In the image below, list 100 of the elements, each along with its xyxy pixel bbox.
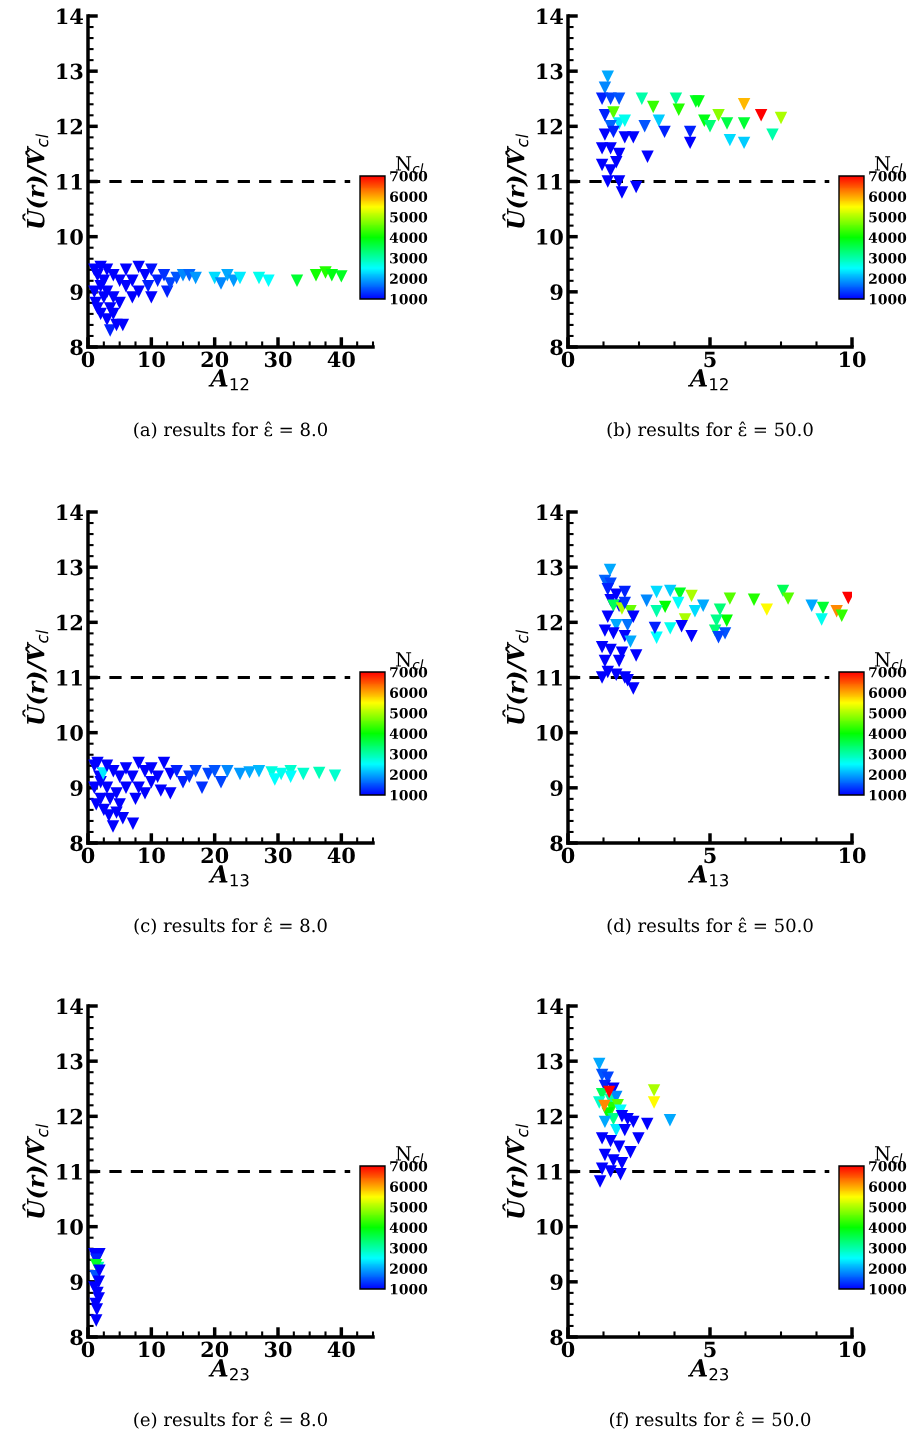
x-tick-label: 0 (561, 351, 575, 368)
point (595, 142, 609, 155)
y-tick-label: 10 (57, 229, 83, 245)
point (195, 781, 209, 795)
point (774, 111, 788, 125)
y-tick-label: 9 (550, 780, 563, 797)
y-tick-label: 14 (537, 8, 563, 24)
x-tick-label: 40 (327, 847, 355, 864)
text: (b) results for ε̂ = 50.0 (607, 421, 813, 439)
point (615, 1157, 629, 1170)
point (88, 285, 101, 299)
point (638, 120, 651, 133)
color-bar-label: 3000 (390, 748, 428, 760)
point (663, 1113, 677, 1127)
point (132, 756, 145, 770)
point (119, 781, 133, 795)
y-tick-label: 14 (57, 504, 83, 520)
point (119, 762, 133, 775)
x-tick-label: 10 (840, 351, 866, 368)
point (100, 313, 114, 326)
x-axis-title: A$_{12}$ (687, 369, 728, 391)
point (132, 260, 145, 274)
x-axis-title: A$_{12}$ (208, 369, 249, 391)
text: (c) results for ε̂ = 8.0 (134, 917, 327, 935)
color-bar-label: 6000 (869, 191, 907, 202)
color-bar-label: 4000 (389, 728, 428, 739)
point (106, 820, 120, 833)
y-tick-label: 9 (70, 284, 83, 301)
point (233, 271, 247, 285)
point (737, 117, 751, 130)
point (113, 296, 126, 310)
x-tick-label: 0 (81, 351, 95, 368)
text: (e) results for ε̂ = 8.0 (134, 1411, 327, 1429)
color-bar-label: 2000 (390, 273, 428, 284)
point (598, 81, 612, 94)
color-bar-label: 5000 (390, 707, 428, 719)
point (221, 765, 234, 778)
point (647, 1084, 661, 1097)
point (274, 767, 288, 781)
point (614, 1168, 627, 1181)
point (602, 1085, 616, 1099)
y-tick-label: 11 (537, 1163, 562, 1180)
y-tick-label: 10 (57, 725, 83, 741)
point (328, 769, 342, 782)
point (221, 269, 234, 282)
color-bar-label: 3000 (869, 252, 907, 264)
y-tick-label: 12 (537, 118, 562, 135)
point (712, 109, 725, 122)
x-tick-label: 30 (264, 351, 292, 368)
y-axis-title: Û(r)/V̂$_{cl}$ (502, 133, 529, 228)
point (126, 817, 140, 830)
point (612, 92, 626, 105)
color-bar-label: 3000 (390, 1242, 428, 1254)
y-tick-label: 12 (57, 1108, 82, 1125)
x-tick-label: 5 (704, 1341, 716, 1358)
y-tick-label: 12 (57, 614, 82, 631)
x-tick-label: 10 (840, 847, 866, 864)
x-axis-title: A$_{23}$ (687, 1359, 729, 1381)
point (290, 274, 304, 288)
y-tick-label: 11 (537, 669, 562, 686)
y-tick-label: 13 (57, 63, 83, 80)
point (598, 1099, 611, 1113)
point (138, 787, 152, 800)
text: (d) results for ε̂ = 50.0 (607, 917, 813, 935)
point (151, 770, 164, 784)
point (593, 1175, 607, 1188)
point (107, 291, 120, 304)
point (119, 263, 133, 276)
y-tick-label: 8 (70, 1329, 83, 1346)
point (737, 136, 751, 150)
point (243, 766, 256, 779)
color-bar-label: 3000 (869, 748, 907, 760)
point (92, 1292, 105, 1305)
point (635, 92, 649, 105)
point (145, 762, 158, 775)
color-bar-label: 5000 (390, 1201, 428, 1213)
point (612, 1140, 626, 1153)
y-tick-label: 10 (537, 725, 563, 741)
x-tick-label: 20 (201, 351, 229, 368)
x-tick-label: 5 (704, 351, 716, 368)
point (116, 811, 130, 825)
point (214, 277, 228, 290)
point (647, 1096, 661, 1109)
color-bar-label: 6000 (390, 191, 428, 202)
y-tick-label: 13 (537, 1053, 563, 1070)
x-tick-label: 0 (561, 847, 575, 864)
point (601, 175, 614, 188)
point (252, 271, 266, 285)
point (129, 792, 142, 806)
x-tick-label: 10 (139, 351, 165, 368)
y-tick-label: 14 (537, 504, 563, 520)
point (107, 269, 120, 282)
point (189, 271, 202, 285)
point (268, 773, 282, 786)
point (157, 269, 171, 282)
color-bar-label: 4000 (868, 232, 907, 243)
point (284, 770, 297, 784)
text: (a) results for ε̂ = 8.0 (134, 421, 328, 439)
x-tick-label: 30 (264, 1341, 292, 1358)
x-tick-label: 0 (561, 1341, 575, 1358)
